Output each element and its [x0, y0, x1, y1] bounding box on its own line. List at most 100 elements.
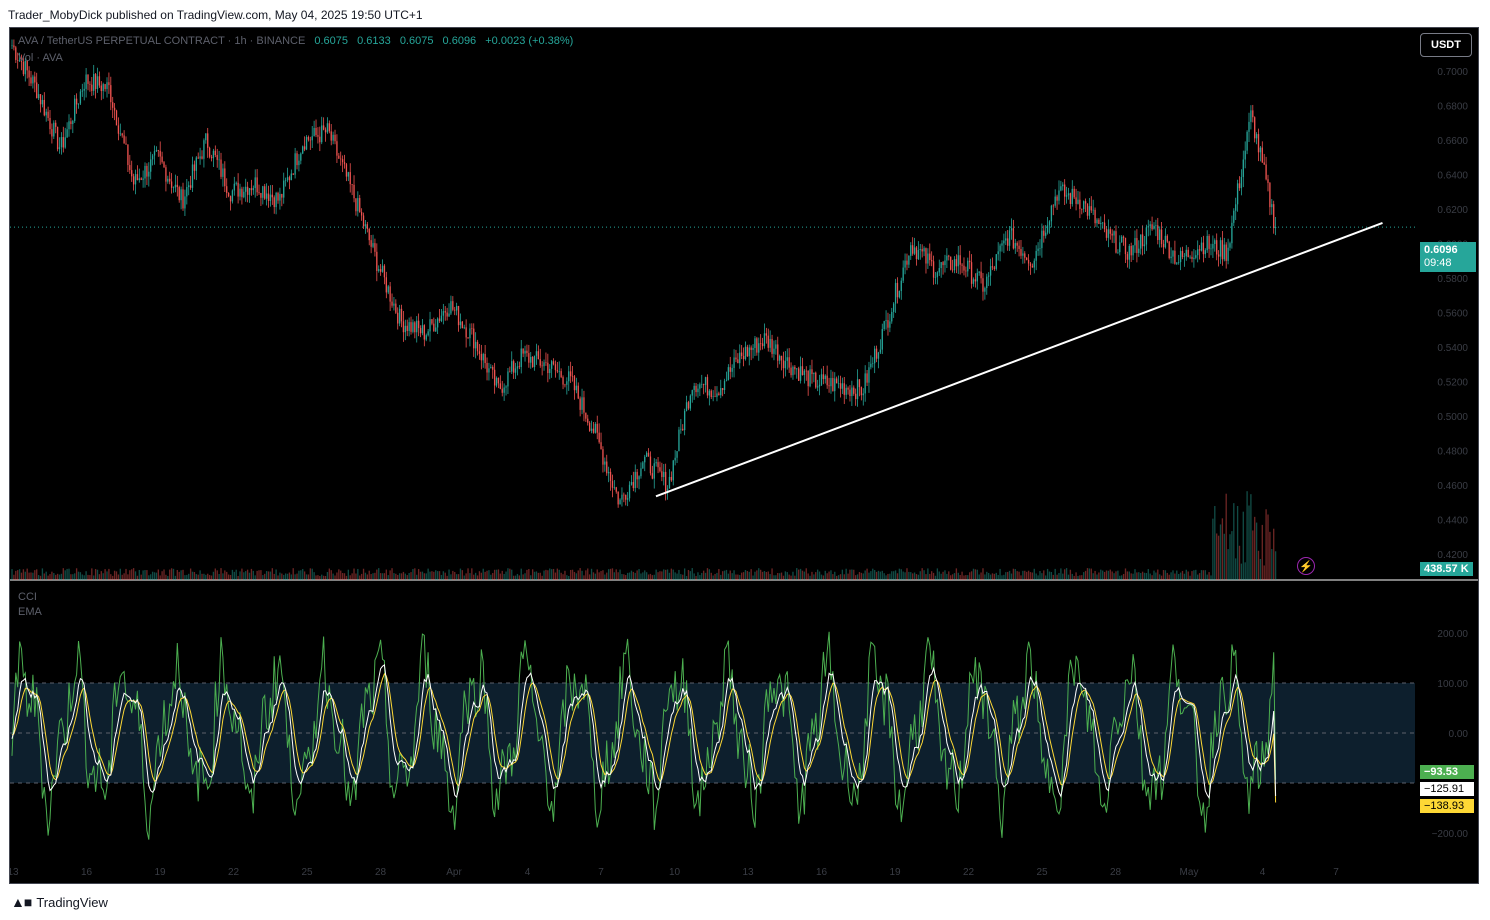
candle-body [440, 315, 443, 322]
lightning-icon[interactable]: ⚡ [1297, 557, 1315, 575]
candle-body [68, 121, 70, 130]
cci-label: CCI [18, 591, 37, 603]
volume-bar [839, 574, 842, 580]
volume-bar [761, 571, 764, 580]
candle-body [693, 385, 695, 391]
volume-bar [1242, 511, 1244, 580]
volume-bar [1088, 568, 1091, 580]
volume-bar [267, 571, 270, 580]
candle-body [1048, 221, 1051, 226]
volume-bar [746, 571, 749, 580]
price-tick-label: 0.5600 [1437, 309, 1468, 320]
volume-bar [1134, 569, 1136, 580]
candle-body [993, 267, 996, 269]
candle-body [1206, 236, 1208, 251]
candle-body [1197, 249, 1199, 256]
volume-bar [427, 568, 429, 580]
candle-body [60, 137, 63, 148]
candle-body [951, 269, 954, 271]
volume-bar [771, 568, 773, 580]
volume-bar [969, 572, 971, 580]
volume-bar [1016, 571, 1018, 580]
candle-body [680, 428, 682, 430]
candle-body [1147, 226, 1149, 228]
chart-canvas[interactable]: 0.72000.70000.68000.66000.64000.62000.60… [10, 28, 1478, 883]
volume-bar [1043, 570, 1045, 580]
volume-legend[interactable]: Vol · AVA [18, 52, 63, 64]
candle-body [212, 150, 215, 159]
candle-body [216, 155, 218, 160]
volume-bar [805, 568, 807, 580]
candle-body [79, 91, 82, 104]
candle-body [678, 429, 680, 452]
volume-bar [797, 569, 800, 580]
time-tick-label: 22 [963, 867, 975, 878]
candle-body [788, 357, 790, 368]
candle-body [837, 383, 840, 384]
candle-body [1088, 206, 1091, 216]
volume-bar [284, 573, 287, 580]
volume-bar [165, 574, 167, 580]
candle-body [1010, 228, 1013, 231]
price-tick-label: 0.5400 [1437, 343, 1468, 354]
candle-body [393, 303, 395, 306]
candle-body [811, 369, 813, 375]
candle-body [1261, 147, 1263, 163]
volume-bar [625, 575, 627, 580]
volume-bar [290, 574, 292, 580]
volume-bar [777, 572, 779, 580]
candle-body [1027, 259, 1030, 264]
symbol-label[interactable]: AVA / TetherUS PERPETUAL CONTRACT · 1h ·… [18, 35, 306, 47]
volume-bar [81, 574, 83, 580]
candle-body [666, 488, 669, 493]
candle-body [205, 133, 207, 141]
candle-body [533, 355, 536, 368]
candle-body [900, 280, 902, 291]
candle-body [695, 385, 697, 393]
volume-bar [856, 574, 859, 580]
candle-body [429, 319, 431, 332]
volume-bar [1056, 574, 1058, 580]
candle-body [214, 150, 216, 156]
volume-bar [739, 575, 741, 580]
volume-bar [651, 575, 654, 580]
candle-body [307, 137, 310, 140]
time-tick-label: May [1180, 867, 1199, 878]
volume-bar [539, 572, 541, 580]
candle-body [1242, 159, 1244, 177]
candle-body [51, 129, 53, 137]
volume-bar [262, 575, 264, 580]
volume-bar [556, 568, 559, 580]
candle-body [1071, 188, 1073, 204]
volume-bar [505, 571, 507, 580]
volume-bar [948, 571, 950, 580]
candle-body [446, 312, 448, 317]
volume-bar [172, 568, 175, 580]
volume-bar [554, 572, 557, 580]
volume-bar [450, 574, 452, 580]
volume-bar [495, 569, 498, 580]
candle-body [773, 348, 775, 354]
candle-body [845, 387, 847, 395]
candle-body [721, 388, 724, 391]
candle-body [385, 277, 387, 293]
volume-bar [203, 573, 205, 580]
trendline[interactable] [655, 221, 1383, 498]
volume-bar [836, 575, 838, 580]
volume-bar [642, 572, 644, 580]
tradingview-logo[interactable]: ▲■ TradingView [11, 894, 108, 910]
currency-button[interactable]: USDT [1420, 33, 1472, 57]
cci-legend[interactable]: CCI EMA [18, 590, 42, 620]
candle-body [419, 328, 422, 334]
chart-frame[interactable]: 0.72000.70000.68000.66000.64000.62000.60… [9, 27, 1479, 884]
volume-bar [357, 568, 359, 580]
volume-bar [929, 573, 931, 580]
volume-bar [378, 568, 380, 580]
volume-bar [712, 575, 714, 580]
candle-body [277, 192, 279, 201]
volume-bar [389, 570, 391, 580]
candle-body [279, 194, 281, 201]
candle-body [512, 361, 515, 373]
candle-body [598, 432, 600, 443]
candle-body [988, 275, 990, 277]
